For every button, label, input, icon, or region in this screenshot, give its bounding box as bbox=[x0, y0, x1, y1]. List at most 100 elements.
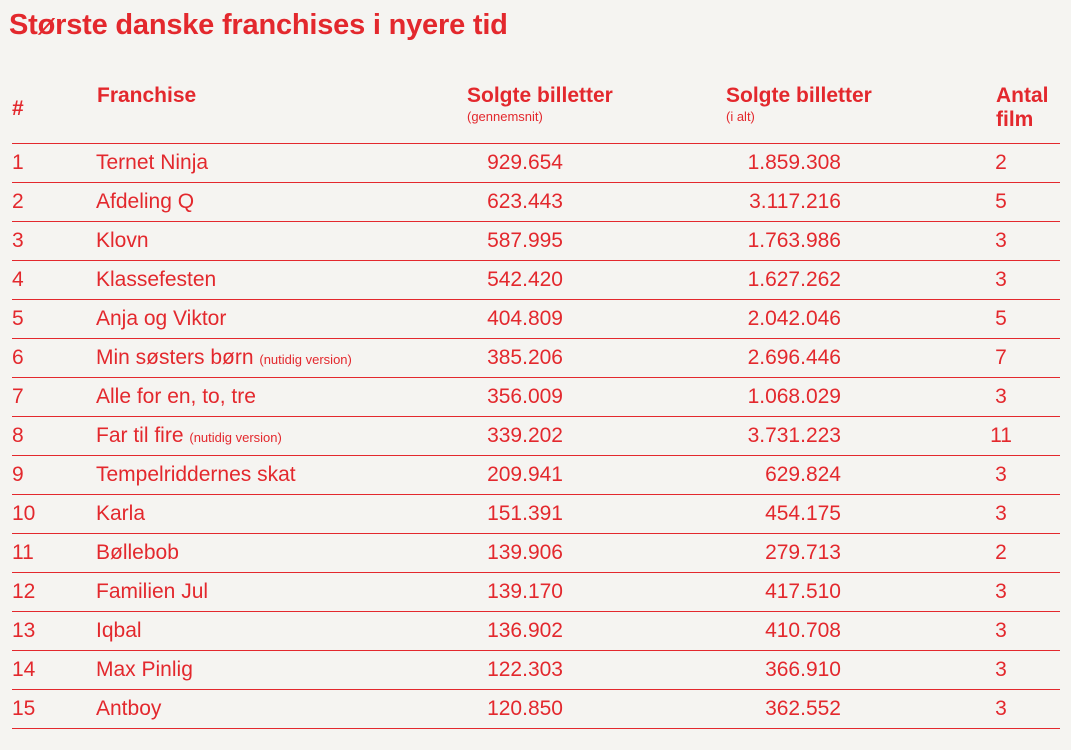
table-row: 15 Antboy 120.850 362.552 3 bbox=[12, 690, 1060, 729]
average-tickets-cell: 623.443 bbox=[487, 190, 563, 213]
franchise-name: Klassefesten bbox=[96, 268, 217, 291]
franchise-name-cell: Iqbal bbox=[96, 620, 142, 642]
film-count-cell: 3 bbox=[995, 619, 1007, 642]
film-count-cell: 3 bbox=[995, 463, 1007, 486]
table-row: 7 Alle for en, to, tre 356.009 1.068.029 3 bbox=[12, 378, 1060, 417]
franchise-name-cell: Bøllebob bbox=[96, 542, 179, 564]
franchise-name: Anja og Viktor bbox=[96, 307, 227, 330]
franchise-name-cell: Karla bbox=[96, 503, 145, 525]
franchise-name: Tempelriddernes skat bbox=[96, 463, 296, 486]
column-header-rank: # bbox=[12, 97, 24, 120]
total-tickets-cell: 362.552 bbox=[765, 697, 841, 720]
table-row: 1 Ternet Ninja 929.654 1.859.308 2 bbox=[12, 144, 1060, 183]
table-row: 2 Afdeling Q 623.443 3.117.216 5 bbox=[12, 183, 1060, 222]
rank-cell: 6 bbox=[12, 346, 24, 369]
rank-cell: 7 bbox=[12, 385, 24, 408]
average-tickets-cell: 929.654 bbox=[487, 151, 563, 174]
franchise-name: Ternet Ninja bbox=[96, 151, 209, 174]
total-tickets-cell: 1.859.308 bbox=[747, 151, 841, 174]
franchise-name-cell: Max Pinlig bbox=[96, 659, 193, 681]
average-tickets-cell: 139.906 bbox=[487, 541, 563, 564]
total-tickets-cell: 1.068.029 bbox=[747, 385, 841, 408]
film-count-cell: 7 bbox=[995, 346, 1007, 369]
total-tickets-cell: 417.510 bbox=[765, 580, 841, 603]
franchise-name: Alle for en, to, tre bbox=[96, 385, 256, 408]
average-tickets-cell: 356.009 bbox=[487, 385, 563, 408]
rank-cell: 14 bbox=[12, 658, 36, 681]
rank-cell: 5 bbox=[12, 307, 24, 330]
franchise-table: 1 Ternet Ninja 929.654 1.859.308 2 2 Afdeling … bbox=[12, 143, 1060, 729]
total-tickets-cell: 629.824 bbox=[765, 463, 841, 486]
franchise-name: Iqbal bbox=[96, 619, 142, 642]
rank-cell: 8 bbox=[12, 424, 24, 447]
franchise-name-cell: Familien Jul bbox=[96, 581, 208, 603]
average-tickets-cell: 139.170 bbox=[487, 580, 563, 603]
table-row: 4 Klassefesten 542.420 1.627.262 3 bbox=[12, 261, 1060, 300]
column-header-film-count: Antal film bbox=[996, 84, 1049, 131]
column-header-franchise: Franchise bbox=[97, 84, 197, 107]
franchise-name: Antboy bbox=[96, 697, 162, 720]
rank-cell: 10 bbox=[12, 502, 36, 525]
average-tickets-cell: 151.391 bbox=[487, 502, 563, 525]
average-tickets-cell: 587.995 bbox=[487, 229, 563, 252]
franchise-name-cell: Afdeling Q bbox=[96, 191, 194, 213]
franchise-name-cell: Alle for en, to, tre bbox=[96, 386, 256, 408]
rank-cell: 4 bbox=[12, 268, 24, 291]
film-count-cell: 3 bbox=[995, 658, 1007, 681]
franchise-name: Min søsters børn bbox=[96, 346, 254, 369]
total-tickets-cell: 3.731.223 bbox=[747, 424, 841, 447]
franchise-name-cell: Min søsters børn (nutidig version) bbox=[96, 347, 352, 371]
film-count-cell: 5 bbox=[995, 190, 1007, 213]
rank-cell: 11 bbox=[12, 541, 34, 564]
franchise-name: Max Pinlig bbox=[96, 658, 193, 681]
table-row: 3 Klovn 587.995 1.763.986 3 bbox=[12, 222, 1060, 261]
film-count-cell: 3 bbox=[995, 268, 1007, 291]
rank-cell: 12 bbox=[12, 580, 36, 603]
total-tickets-cell: 3.117.216 bbox=[749, 190, 841, 213]
average-tickets-cell: 404.809 bbox=[487, 307, 563, 330]
average-tickets-cell: 209.941 bbox=[487, 463, 563, 486]
table-row: 9 Tempelriddernes skat 209.941 629.824 3 bbox=[12, 456, 1060, 495]
table-row: 8 Far til fire (nutidig version) 339.202 3.… bbox=[12, 417, 1060, 456]
franchise-name-cell: Ternet Ninja bbox=[96, 152, 208, 174]
page-title: Største danske franchises i nyere tid bbox=[9, 9, 508, 41]
average-tickets-cell: 385.206 bbox=[487, 346, 563, 369]
franchise-name-cell: Klassefesten bbox=[96, 269, 216, 291]
column-header-average-sublabel: (gennemsnit) bbox=[467, 109, 543, 124]
franchise-note: (nutidig version) bbox=[189, 430, 282, 445]
average-tickets-cell: 542.420 bbox=[487, 268, 563, 291]
franchise-name-cell: Antboy bbox=[96, 698, 161, 720]
franchise-name-cell: Far til fire (nutidig version) bbox=[96, 425, 282, 449]
table-row: 14 Max Pinlig 122.303 366.910 3 bbox=[12, 651, 1060, 690]
franchise-note: (nutidig version) bbox=[259, 352, 352, 367]
franchise-name-cell: Klovn bbox=[96, 230, 149, 252]
franchise-name-cell: Anja og Viktor bbox=[96, 308, 226, 330]
total-tickets-cell: 279.713 bbox=[765, 541, 841, 564]
franchise-name: Far til fire bbox=[96, 424, 184, 447]
film-count-cell: 3 bbox=[995, 697, 1007, 720]
film-count-cell: 2 bbox=[995, 541, 1007, 564]
film-count-cell: 11 bbox=[990, 424, 1012, 447]
total-tickets-cell: 1.627.262 bbox=[747, 268, 841, 291]
total-tickets-cell: 2.696.446 bbox=[747, 346, 841, 369]
franchise-name: Familien Jul bbox=[96, 580, 209, 603]
film-count-cell: 5 bbox=[995, 307, 1007, 330]
rank-cell: 2 bbox=[12, 190, 24, 213]
rank-cell: 1 bbox=[12, 151, 24, 174]
franchise-name-cell: Tempelriddernes skat bbox=[96, 464, 296, 486]
film-count-cell: 3 bbox=[995, 580, 1007, 603]
film-count-cell: 3 bbox=[995, 229, 1007, 252]
total-tickets-cell: 454.175 bbox=[765, 502, 841, 525]
franchise-name: Karla bbox=[96, 502, 146, 525]
rank-cell: 13 bbox=[12, 619, 36, 642]
total-tickets-cell: 1.763.986 bbox=[747, 229, 841, 252]
average-tickets-cell: 122.303 bbox=[487, 658, 563, 681]
total-tickets-cell: 366.910 bbox=[765, 658, 841, 681]
table-row: 13 Iqbal 136.902 410.708 3 bbox=[12, 612, 1060, 651]
column-header-total-tickets: Solgte billetter (i alt) bbox=[726, 84, 872, 125]
column-header-average-label: Solgte billetter bbox=[467, 84, 613, 107]
column-header-average-tickets: Solgte billetter (gennemsnit) bbox=[467, 84, 613, 125]
rank-cell: 3 bbox=[12, 229, 24, 252]
table-row: 6 Min søsters børn (nutidig version) 385.2… bbox=[12, 339, 1060, 378]
average-tickets-cell: 136.902 bbox=[487, 619, 563, 642]
